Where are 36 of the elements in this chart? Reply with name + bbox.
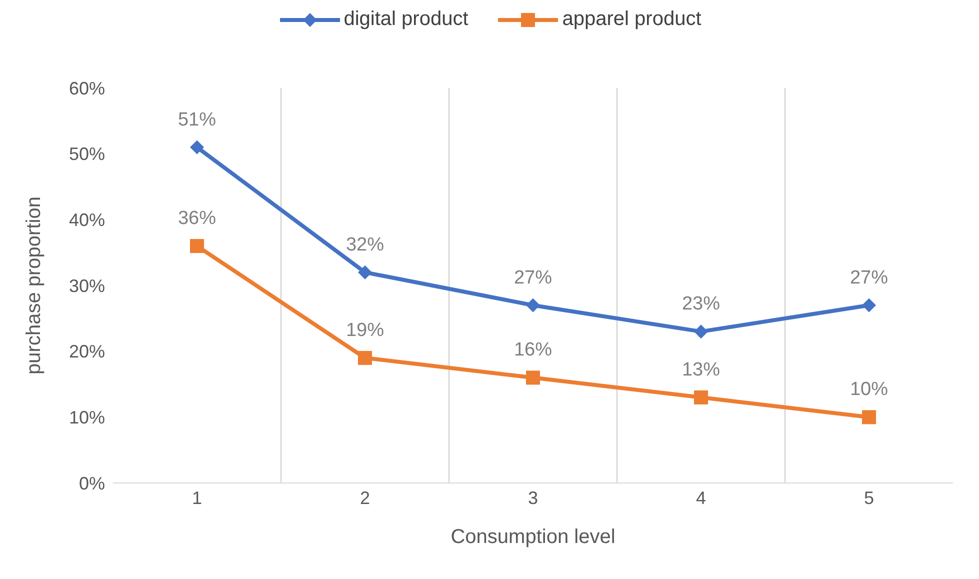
point [526,370,540,385]
point [190,239,204,253]
data-label: 36% [178,208,216,229]
y-tick-label: 60% [68,78,105,98]
point [358,265,372,280]
y-tick-label: 20% [68,342,105,362]
data-label: 27% [514,267,552,288]
data-label: 16% [514,340,552,361]
data-label: 27% [850,267,888,288]
x-tick-label: 3 [528,488,538,508]
x-tick-label: 5 [864,488,874,508]
point [694,390,708,404]
point [694,324,708,339]
point [190,140,204,154]
legend-label: digital product [344,8,468,31]
x-tick-label: 4 [696,488,706,508]
x-tick-label: 1 [192,488,202,508]
point [358,350,372,365]
data-label: 13% [682,359,720,380]
y-axis-title: purchase proportion [23,196,46,374]
x-axis-title: Consumption level [450,526,616,548]
point [526,298,540,312]
legend-label: apparel product [562,8,702,31]
y-tick-label: 40% [68,210,105,230]
data-label: 23% [682,294,720,315]
y-tick-label: 30% [68,276,105,296]
data-label: 32% [346,234,384,256]
data-label: 51% [178,109,216,130]
x-tick-label: 2 [360,488,370,508]
y-tick-label: 50% [68,144,105,164]
data-label: 19% [346,320,384,341]
point [862,298,876,312]
y-tick-label: 0% [78,473,105,494]
point [862,410,876,424]
data-label: 10% [850,379,888,400]
y-tick-label: 10% [68,408,105,428]
